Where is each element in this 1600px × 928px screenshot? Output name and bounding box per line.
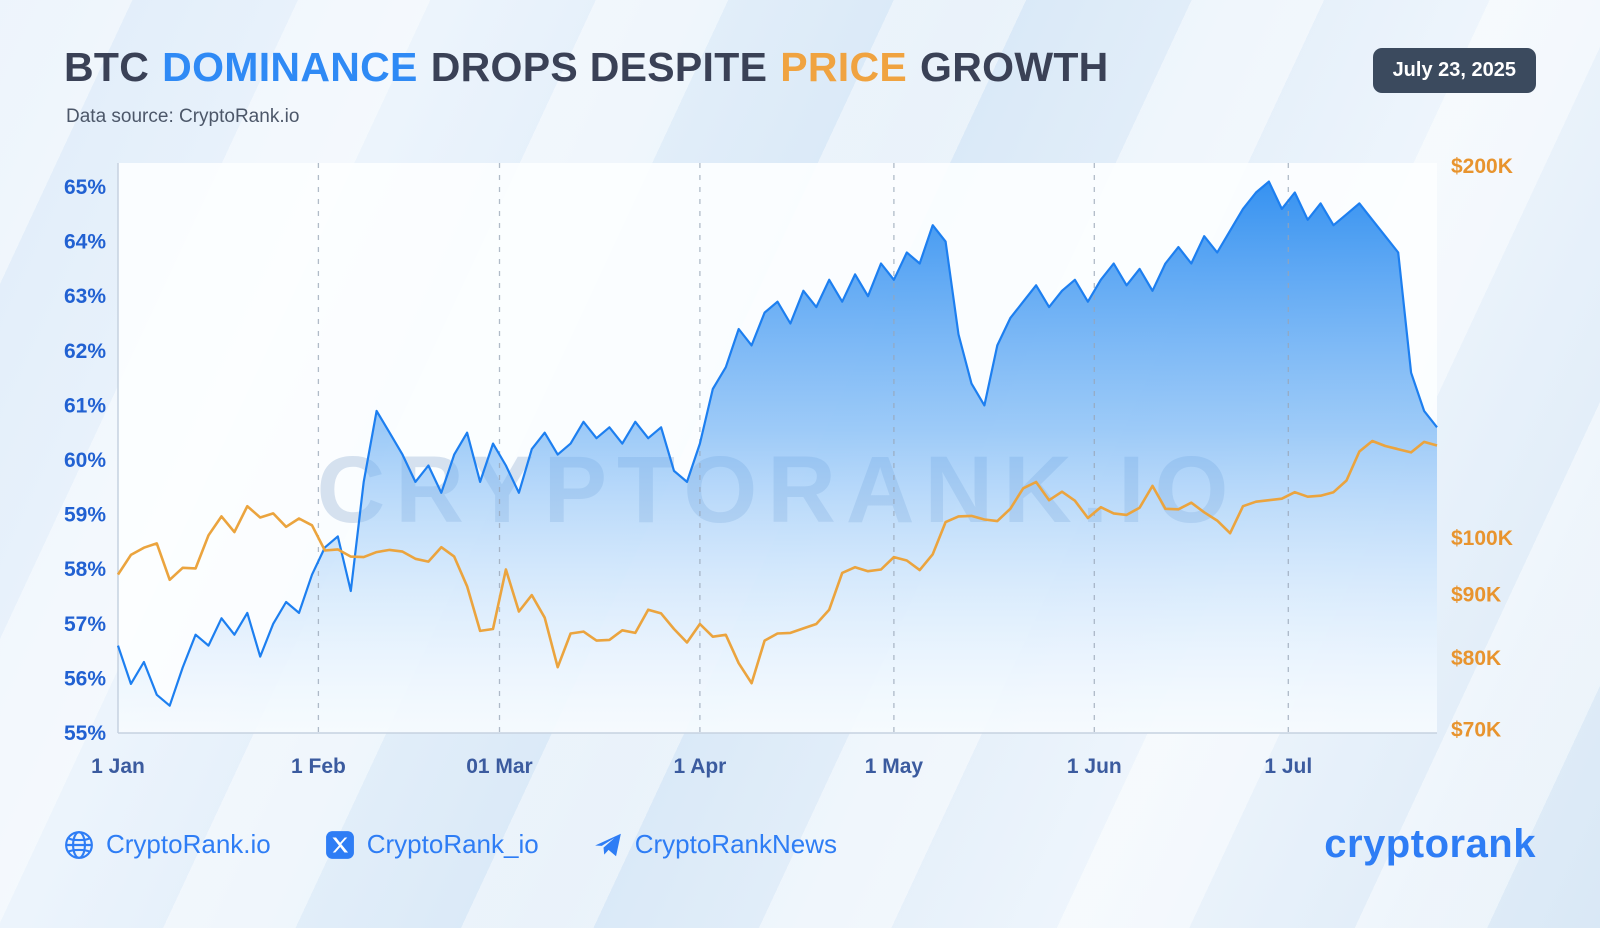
right-axis-tick-label: $70K bbox=[1451, 718, 1501, 741]
twitter-link[interactable]: CryptoRank_io bbox=[325, 829, 539, 860]
left-axis-tick-label: 61% bbox=[64, 394, 106, 417]
x-axis-tick-label: 1 Apr bbox=[673, 755, 726, 778]
website-label: CryptoRank.io bbox=[106, 829, 271, 859]
x-axis-tick-label: 01 Mar bbox=[466, 755, 533, 778]
title-word-btc: BTC bbox=[64, 44, 150, 90]
left-axis-tick-label: 63% bbox=[64, 285, 106, 308]
globe-icon bbox=[64, 830, 94, 860]
title-word-price: PRICE bbox=[780, 44, 908, 90]
title-word-growth: GROWTH bbox=[920, 44, 1109, 90]
left-axis-tick-label: 58% bbox=[64, 558, 106, 581]
date-badge: July 23, 2025 bbox=[1372, 48, 1536, 93]
right-axis-tick-label: $200K bbox=[1451, 155, 1513, 178]
left-axis-tick-label: 65% bbox=[64, 176, 106, 199]
twitter-label: CryptoRank_io bbox=[366, 829, 539, 859]
telegram-link[interactable]: CryptoRankNews bbox=[593, 829, 837, 860]
x-axis-tick-label: 1 Feb bbox=[291, 755, 346, 778]
left-axis-tick-label: 64% bbox=[64, 231, 106, 254]
right-axis-tick-label: $100K bbox=[1451, 527, 1513, 550]
left-axis-tick-label: 55% bbox=[64, 722, 106, 745]
btc-price-line bbox=[116, 439, 1438, 685]
website-link[interactable]: CryptoRank.io bbox=[64, 829, 271, 860]
x-axis-tick-label: 1 Jun bbox=[1067, 755, 1122, 778]
cryptorank-logo: cryptorank bbox=[1324, 822, 1536, 866]
btc-dominance-line bbox=[116, 180, 1438, 707]
x-axis-tick-label: 1 Jan bbox=[91, 755, 145, 778]
x-twitter-icon bbox=[325, 830, 355, 860]
x-axis-tick-label: 1 May bbox=[865, 755, 924, 778]
title-word-drops-despite: DROPS DESPITE bbox=[430, 44, 768, 90]
left-axis-tick-label: 59% bbox=[64, 504, 106, 527]
x-axis-tick-label: 1 Jul bbox=[1264, 755, 1312, 778]
left-axis-tick-label: 62% bbox=[64, 340, 106, 363]
left-axis-tick-label: 60% bbox=[64, 449, 106, 472]
right-axis-tick-label: $90K bbox=[1451, 584, 1501, 607]
footer: CryptoRank.io CryptoRank_io CryptoRankNe… bbox=[64, 822, 1536, 867]
left-axis-tick-label: 56% bbox=[64, 667, 106, 690]
page-title: BTC DOMINANCE DROPS DESPITE PRICE GROWTH bbox=[64, 44, 1109, 91]
right-axis-tick-label: $80K bbox=[1451, 647, 1501, 670]
title-word-dominance: DOMINANCE bbox=[162, 44, 418, 90]
left-axis-tick-label: 57% bbox=[64, 613, 106, 636]
telegram-icon bbox=[593, 830, 623, 860]
telegram-label: CryptoRankNews bbox=[634, 829, 838, 859]
btc-dominance-area bbox=[118, 181, 1437, 734]
data-source-label: Data source: CryptoRank.io bbox=[66, 106, 300, 127]
